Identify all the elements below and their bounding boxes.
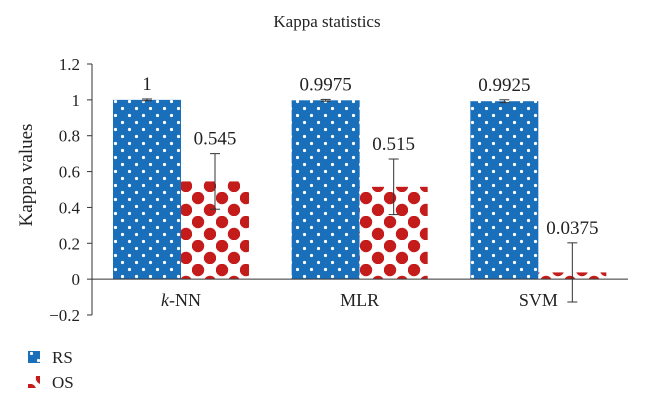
y-tick-label: −0.2: [49, 306, 80, 325]
category-label-2: SVM: [519, 290, 558, 310]
y-tick-label: 0.2: [59, 234, 80, 253]
y-tick-label: 0.6: [59, 163, 80, 182]
y-tick-label: 1: [72, 91, 81, 110]
y-tick-label: 0: [72, 270, 81, 289]
data-label-os-1: 0.515: [372, 134, 415, 155]
y-tick-label: 0.4: [59, 198, 81, 217]
data-label-rs-2: 0.9925: [478, 75, 530, 96]
y-tick-label: 0.8: [59, 127, 80, 146]
data-label-rs-1: 0.9975: [300, 74, 352, 95]
legend-swatch-rs: [28, 351, 40, 363]
data-label-rs-0: 1: [142, 74, 152, 95]
category-label-0: k-NN: [161, 290, 201, 310]
error-bars: [142, 98, 578, 303]
data-label-os-2: 0.0375: [546, 218, 598, 239]
legend-swatch-os: [28, 376, 40, 388]
bar-rs-2: [470, 101, 539, 280]
bar-rs-1: [291, 100, 360, 280]
bars: [113, 99, 607, 280]
category-label-text: -NN: [169, 290, 201, 310]
category-label-text: SVM: [519, 290, 558, 310]
category-labels: k-NN MLR SVM: [161, 290, 558, 310]
category-label-text: MLR: [340, 290, 379, 310]
data-labels: 1 0.545 0.9975 0.515 0.9925 0.0375: [142, 74, 598, 239]
y-axis-label: Kappa values: [16, 124, 37, 227]
y-tick-label: 1.2: [59, 55, 80, 74]
chart-title: Kappa statistics: [273, 12, 380, 31]
legend-label-rs: RS: [52, 348, 73, 367]
bar-rs-0: [113, 99, 181, 280]
category-label-italic: k: [161, 290, 170, 310]
legend: RS OS: [28, 348, 74, 392]
data-label-os-0: 0.545: [194, 129, 237, 150]
category-label-1: MLR: [340, 290, 379, 310]
legend-label-os: OS: [52, 373, 74, 392]
y-axis: 1.2 1 0.8 0.6 0.4 0.2 0 −0.2: [49, 55, 93, 325]
